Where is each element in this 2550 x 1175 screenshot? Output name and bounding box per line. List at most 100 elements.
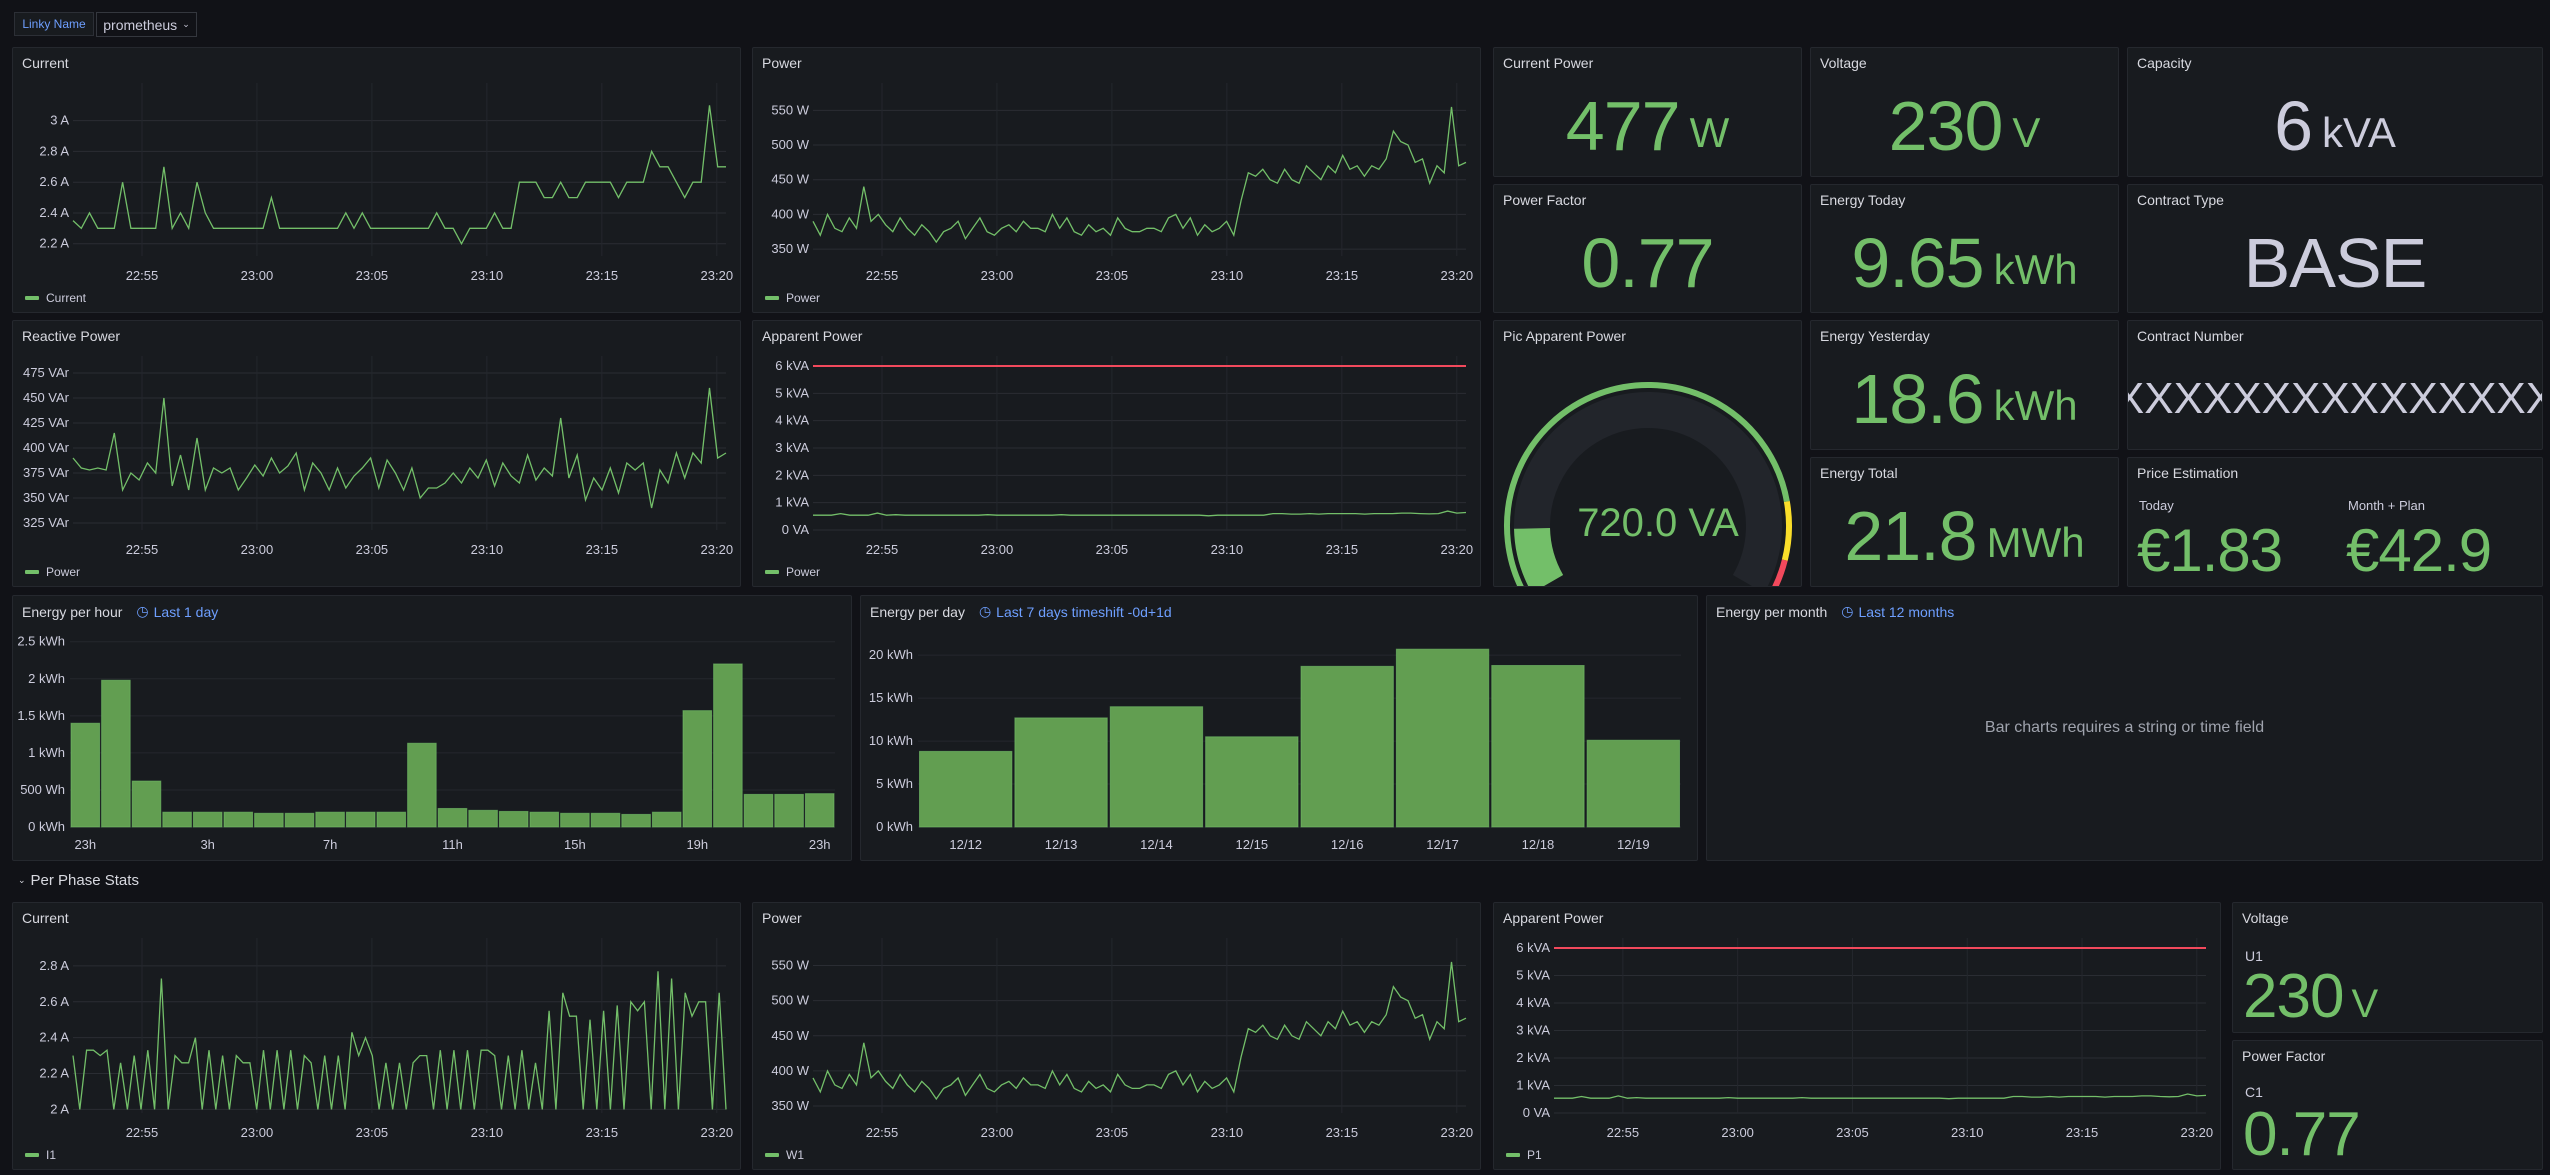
panel-title: Reactive Power	[22, 328, 121, 344]
y-tick-label: 350 W	[771, 1098, 809, 1113]
x-tick-label: 23:15	[586, 542, 619, 557]
energy-yesterday-stat[interactable]: Energy Yesterday 18.6 kWh	[1810, 320, 2119, 450]
bar	[376, 811, 407, 828]
panel-title: Energy per day	[870, 603, 965, 620]
chevron-down-icon: ⌄	[18, 875, 26, 885]
phase-voltage-stat[interactable]: Voltage U1 230 V	[2232, 902, 2543, 1033]
apparent-power-chart: 0 VA 1 kVA 2 kVA 3 kVA 4 kVA 5 kVA 6 kVA 22:55 2…	[753, 321, 1480, 586]
pic-apparent-power-gauge[interactable]: Pic Apparent Power 720.0 VA	[1493, 320, 1802, 587]
panel-title: Energy per month	[1716, 603, 1828, 620]
energy-per-hour-panel[interactable]: 0 kWh 500 Wh 1 kWh 1.5 kWh 2 kWh 2.5 kWh 23h 3h…	[12, 595, 852, 861]
x-tick-label: 23:10	[1211, 268, 1244, 283]
price-today-label: Today	[2139, 498, 2174, 513]
bar	[1109, 706, 1204, 828]
x-tick-label: 23:15	[586, 268, 619, 283]
chart-svg: 2.2 A 2.4 A 2.6 A 2.8 A 3 A 22:55 23:00 23:05 23…	[25, 83, 733, 305]
x-tick-label: 23:00	[981, 542, 1014, 557]
bar	[131, 780, 162, 828]
panel-title: Capacity	[2137, 55, 2192, 71]
legend-label: I1	[46, 1148, 56, 1162]
energy-per-month-panel[interactable]: Bar charts requires a string or time fie…	[1706, 595, 2543, 861]
contract-type-stat[interactable]: Contract Type BASE	[2127, 184, 2543, 313]
y-tick-label: 3 kVA	[1516, 1023, 1550, 1038]
gauge: 720.0 VA	[1504, 382, 1792, 586]
series-line	[72, 387, 727, 509]
chart-svg: 0 kWh 500 Wh 1 kWh 1.5 kWh 2 kWh 2.5 kWh 23h 3h…	[17, 634, 835, 852]
series-line	[72, 971, 727, 1110]
phase-power-factor-stat[interactable]: Power Factor C1 0.77	[2232, 1040, 2543, 1170]
energy-total-stat[interactable]: Energy Total 21.8 MWh	[1810, 457, 2119, 587]
voltage-stat[interactable]: Voltage 230 V	[1810, 47, 2119, 177]
bar	[919, 750, 1013, 828]
clock-icon: ◷	[136, 603, 149, 619]
bar	[437, 807, 468, 828]
bar	[743, 793, 774, 828]
clock-icon: ◷	[1841, 603, 1854, 619]
capacity-stat[interactable]: Capacity 6 kVA	[2127, 47, 2543, 177]
x-tick-label: 12/14	[1140, 837, 1173, 852]
y-tick-label: 2.4 A	[39, 1030, 69, 1045]
panel-title: Energy Yesterday	[1820, 328, 1930, 344]
bar	[1395, 648, 1490, 828]
row-toggle-per-phase-stats[interactable]: ⌄ Per Phase Stats	[18, 872, 139, 889]
stat-value: 230	[2243, 962, 2344, 1031]
reactive-power-panel[interactable]: 325 VAr 350 VAr 375 VAr 400 VAr 425 VAr 450 V…	[12, 320, 741, 587]
time-info: Last 1 day	[153, 603, 219, 620]
legend-label: Power	[786, 291, 820, 305]
power-panel[interactable]: 350 W 400 W 450 W 500 W 550 W 22:55 23:00 23:05…	[752, 47, 1481, 313]
current-chart: 2.2 A 2.4 A 2.6 A 2.8 A 3 A 22:55 23:00 23:05 23…	[13, 48, 740, 312]
power-factor-stat[interactable]: Power Factor 0.77	[1493, 184, 1802, 313]
stat-unit: V	[2012, 109, 2041, 156]
apparent-power-panel[interactable]: 0 VA 1 kVA 2 kVA 3 kVA 4 kVA 5 kVA 6 kVA 22:55 2…	[752, 320, 1481, 587]
energy-per-day-panel[interactable]: 0 kWh 5 kWh 10 kWh 15 kWh 20 kWh 12/12 12/13 12…	[860, 595, 1698, 861]
x-tick-label: 22:55	[126, 1125, 159, 1140]
panel-title: Power	[762, 55, 802, 71]
panel-title: Current Power	[1503, 55, 1594, 71]
y-tick-label: 450 VAr	[23, 390, 70, 405]
x-tick-label: 12/12	[949, 837, 982, 852]
price-estimation-stat[interactable]: Price Estimation Today €1.83 Month + Pla…	[2127, 457, 2543, 587]
bar	[1586, 739, 1680, 828]
x-tick-label: 22:55	[1607, 1125, 1640, 1140]
current-panel[interactable]: 2.2 A 2.4 A 2.6 A 2.8 A 3 A 22:55 23:00 23:05 23…	[12, 47, 741, 313]
chart-svg: 350 W 400 W 450 W 500 W 550 W 22:55 23:00 23:05…	[765, 83, 1473, 305]
x-tick-label: 23:15	[1326, 268, 1359, 283]
stat-unit: MWh	[1986, 519, 2085, 566]
y-tick-label: 10 kWh	[869, 733, 913, 748]
panel-title: Current	[22, 910, 69, 926]
x-tick-label: 23:20	[1441, 542, 1474, 557]
variable-select[interactable]: prometheus ⌄	[96, 12, 197, 37]
phase-apparent-power-panel[interactable]: 0 VA 1 kVA 2 kVA 3 kVA 4 kVA 5 kVA 6 kVA 22:55 2…	[1493, 902, 2221, 1170]
series-line	[812, 106, 1467, 244]
panel-title: Power	[762, 910, 802, 926]
bar	[345, 811, 376, 828]
x-tick-label: 12/18	[1522, 837, 1555, 852]
stat-value: 21.8	[1844, 497, 1977, 575]
x-tick-label: 23:20	[701, 1125, 734, 1140]
phase-power-panel[interactable]: 350 W 400 W 450 W 500 W 550 W 22:55 23:00 23:05…	[752, 902, 1481, 1170]
panel-title: Apparent Power	[762, 328, 863, 344]
x-tick-label: 23:10	[471, 1125, 504, 1140]
contract-number-stat[interactable]: Contract Number XXXXXXXXXXXXXXX	[2127, 320, 2543, 450]
x-tick-label: 12/16	[1331, 837, 1364, 852]
x-tick-label: 23:00	[981, 1125, 1014, 1140]
gauge-threshold-arc	[1781, 500, 1792, 561]
x-tick-label: 22:55	[866, 268, 899, 283]
y-tick-label: 500 W	[771, 137, 809, 152]
bar	[651, 811, 682, 828]
series-line	[1554, 1093, 2207, 1100]
legend-swatch	[765, 1153, 779, 1157]
current-power-stat[interactable]: Current Power 477 W	[1493, 47, 1802, 177]
gauge-track	[1514, 392, 1782, 586]
phase-current-panel[interactable]: 2 A 2.2 A 2.4 A 2.6 A 2.8 A 22:55 23:00 23:05 23…	[12, 902, 741, 1170]
price-month-label: Month + Plan	[2348, 498, 2425, 513]
y-tick-label: 2 A	[50, 1101, 69, 1116]
y-tick-label: 2 kVA	[1516, 1050, 1550, 1065]
bar	[774, 793, 804, 828]
energy-today-stat[interactable]: Energy Today 9.65 kWh	[1810, 184, 2119, 313]
y-tick-label: 2.8 A	[39, 958, 69, 973]
bar	[223, 811, 254, 828]
x-tick-label: 23:05	[1096, 542, 1129, 557]
phase-power-chart: 350 W 400 W 450 W 500 W 550 W 22:55 23:00 23:05…	[753, 903, 1480, 1169]
x-tick-label: 23:10	[1211, 1125, 1244, 1140]
